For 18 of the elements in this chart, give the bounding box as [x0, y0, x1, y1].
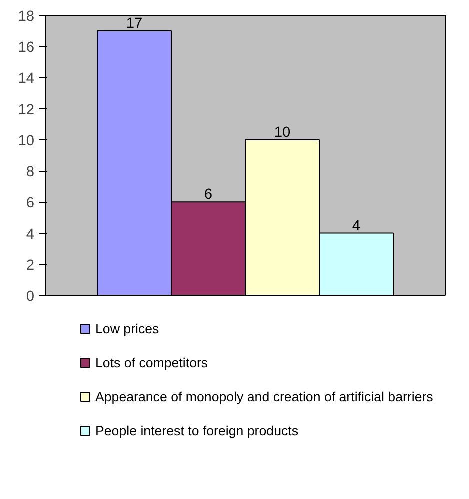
- y-tick-label: 14: [18, 71, 35, 88]
- y-tick-label: 16: [18, 40, 35, 56]
- y-tick-label: 2: [26, 258, 35, 274]
- y-tick-label: 6: [26, 196, 35, 212]
- y-tick-label: 8: [26, 164, 35, 181]
- data-label: 17: [126, 16, 143, 32]
- y-tick-label: 18: [18, 9, 35, 25]
- y-tick-label: 0: [26, 289, 35, 305]
- data-label: 6: [204, 187, 213, 204]
- data-label: 4: [352, 218, 361, 234]
- legend-label: Lots of competitors: [96, 356, 208, 371]
- legend-label: Appearance of monopoly and creation of artificial barriers: [96, 390, 434, 405]
- legend-label: People interest to foreign products: [96, 424, 299, 439]
- y-tick-label: 12: [18, 102, 35, 118]
- data-label: 10: [274, 124, 291, 141]
- legend-label: Low prices: [96, 322, 160, 337]
- y-tick-label: 4: [26, 226, 35, 243]
- y-tick-label: 10: [18, 133, 35, 150]
